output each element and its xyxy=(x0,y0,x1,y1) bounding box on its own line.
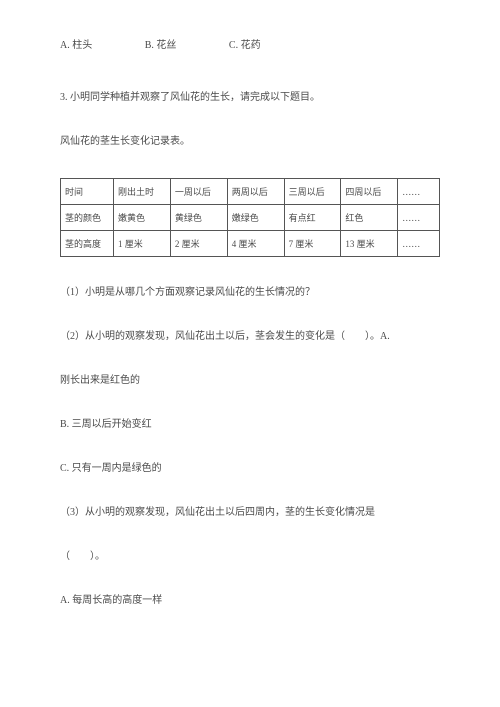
q2-option-a: A. 柱头 xyxy=(60,40,92,51)
cell: 4 厘米 xyxy=(227,231,284,257)
q3-sub2-optB: B. 三周以后开始变红 xyxy=(60,417,440,433)
table-row-color: 茎的颜色 嫩黄色 黄绿色 嫩绿色 有点红 红色 …… xyxy=(61,205,440,231)
q3-sub1: （1）小明是从哪几个方面观察记录风仙花的生长情况的？ xyxy=(60,285,440,301)
q2-option-b: B. 花丝 xyxy=(145,40,177,51)
q3-sub2-optC: C. 只有一周内是绿色的 xyxy=(60,461,440,477)
cell: 黄绿色 xyxy=(170,205,227,231)
th-week1: 一周以后 xyxy=(170,179,227,205)
q3-table-caption: 风仙花的茎生长变化记录表。 xyxy=(60,134,440,150)
table-row-height: 茎的高度 1 厘米 2 厘米 4 厘米 7 厘米 13 厘米 …… xyxy=(61,231,440,257)
q3-sub3-line1: （3）从小明的观察发现，风仙花出土以后四周内，茎的生长变化情况是 xyxy=(60,505,440,521)
cell: 2 厘米 xyxy=(170,231,227,257)
cell: 7 厘米 xyxy=(284,231,341,257)
table-header-row: 时间 刚出土时 一周以后 两周以后 三周以后 四周以后 …… xyxy=(61,179,440,205)
th-emerge: 刚出土时 xyxy=(114,179,171,205)
growth-record-table: 时间 刚出土时 一周以后 两周以后 三周以后 四周以后 …… 茎的颜色 嫩黄色 … xyxy=(60,178,440,257)
cell: 嫩绿色 xyxy=(227,205,284,231)
th-week2: 两周以后 xyxy=(227,179,284,205)
cell: …… xyxy=(398,231,440,257)
q2-option-c: C. 花药 xyxy=(229,40,261,51)
cell: 13 厘米 xyxy=(341,231,398,257)
cell: 有点红 xyxy=(284,205,341,231)
q3-sub2-line1: （2）从小明的观察发现，风仙花出土以后，茎会发生的变化是（ ）。A. xyxy=(60,329,440,345)
th-week4: 四周以后 xyxy=(341,179,398,205)
q3-intro: 3. 小明同学种植并观察了风仙花的生长，请完成以下题目。 xyxy=(60,90,440,106)
q3-sub3-line2: （ ）。 xyxy=(60,549,440,565)
th-week3: 三周以后 xyxy=(284,179,341,205)
th-time: 时间 xyxy=(61,179,114,205)
cell: …… xyxy=(398,205,440,231)
cell: 红色 xyxy=(341,205,398,231)
cell: 茎的颜色 xyxy=(61,205,114,231)
cell: 茎的高度 xyxy=(61,231,114,257)
cell: 嫩黄色 xyxy=(114,205,171,231)
cell: 1 厘米 xyxy=(114,231,171,257)
q2-options: A. 柱头 B. 花丝 C. 花药 xyxy=(60,38,440,54)
q3-sub2-line2: 刚长出来是红色的 xyxy=(60,373,440,389)
q3-sub3-optA: A. 每周长高的高度一样 xyxy=(60,593,440,609)
th-dots: …… xyxy=(398,179,440,205)
